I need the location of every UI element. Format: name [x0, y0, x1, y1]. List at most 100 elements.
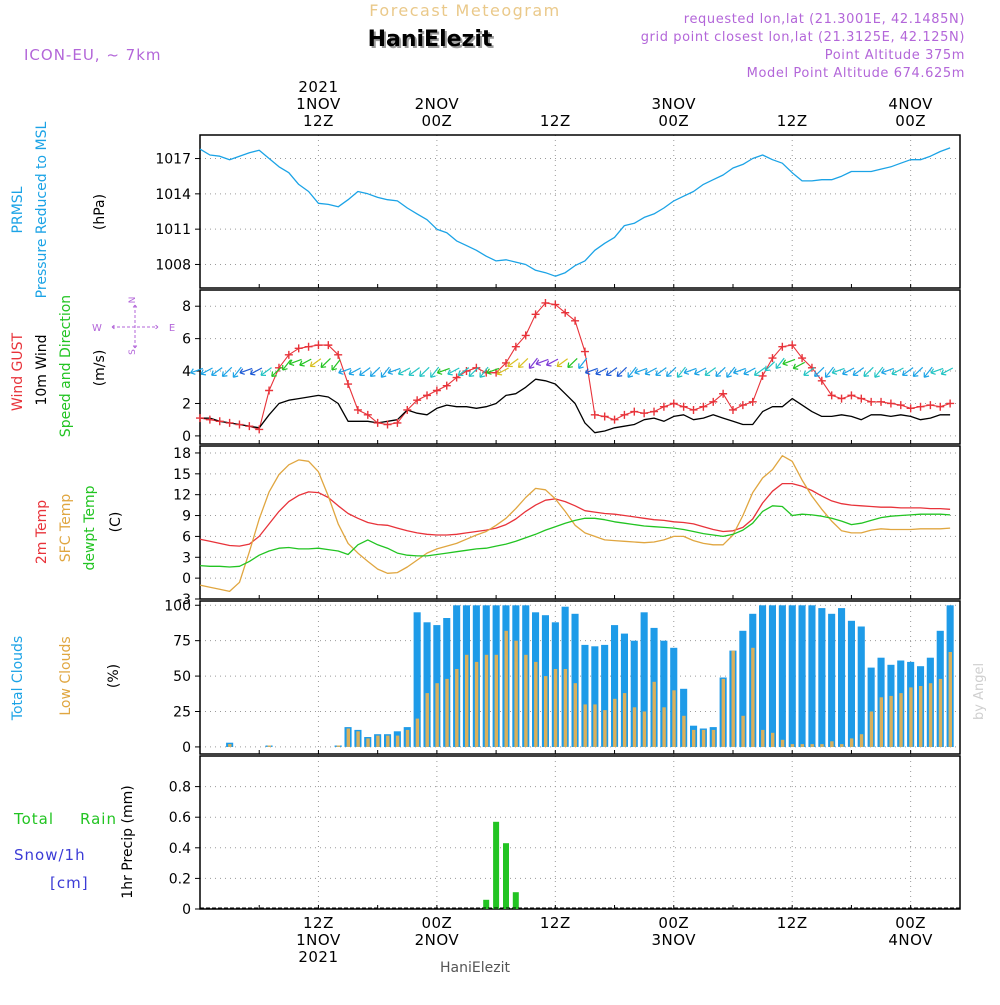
wind-direction-arrow — [260, 367, 272, 376]
wind-arrow-shaft — [486, 367, 500, 374]
wind-arrow-shaft — [458, 367, 470, 376]
gust-marker — [728, 405, 737, 414]
gust-marker — [432, 386, 441, 395]
temp-label-unit: (C) — [108, 512, 124, 533]
wind-arrow-shaft — [754, 367, 766, 376]
y-tick-label: 8 — [182, 299, 191, 315]
wind-arrow-head — [309, 361, 316, 368]
wind-arrow-head — [486, 368, 492, 375]
wind-arrow-shaft — [211, 367, 223, 376]
wind-direction-arrow — [792, 361, 806, 370]
panel-frame — [199, 134, 961, 289]
bottom-time-label: 2021 — [298, 948, 338, 966]
wind-arrow-shaft — [803, 367, 815, 376]
gust-marker — [620, 410, 629, 419]
wind-arrow-shaft — [232, 366, 242, 378]
wind-direction-arrow — [634, 367, 648, 375]
wind-arrow-head — [743, 369, 749, 376]
rain-bar — [512, 892, 519, 909]
gust-marker — [936, 402, 945, 411]
bottom-time-label: 12Z — [540, 914, 571, 932]
wind-direction-arrow — [369, 366, 381, 377]
total-cloud-bar — [630, 640, 638, 747]
wind-direction-arrow — [803, 367, 815, 376]
low-cloud-bar — [553, 669, 558, 747]
y-tick-label: 12 — [173, 488, 191, 504]
watermark: by Angel — [972, 663, 987, 720]
wind-arrow-head — [605, 370, 612, 376]
gust-marker — [413, 396, 422, 405]
low-cloud-bar — [474, 661, 479, 747]
low-cloud-bar — [919, 686, 923, 747]
total-cloud-bar — [640, 612, 648, 747]
wind-arrow-shaft — [677, 366, 686, 378]
bottom-time-label: 12Z — [777, 914, 808, 932]
wind-arrow-shaft — [190, 367, 204, 374]
compass-ns-arrow — [131, 304, 139, 349]
low-cloud-bar — [741, 715, 745, 747]
y-tick-label: 18 — [173, 446, 191, 462]
wind-direction-arrow — [644, 367, 657, 376]
wind-arrow-head — [419, 371, 425, 377]
wind-arrow-head — [239, 368, 245, 375]
wind-arrow-shaft — [200, 367, 213, 375]
wind-direction-arrow — [288, 358, 302, 366]
wind-label-gust: Wind GUST — [10, 332, 26, 411]
gust-marker — [314, 341, 323, 350]
wind-arrow-shaft — [338, 367, 352, 374]
wind-direction-arrow — [814, 366, 825, 377]
gust-marker — [571, 316, 580, 325]
wind-direction-arrow — [863, 366, 874, 377]
wind-arrow-head — [891, 369, 897, 376]
wind-direction-arrow — [940, 367, 954, 376]
bottom-time-label: 00Z — [658, 914, 689, 932]
wind-direction-arrow — [732, 367, 746, 375]
wind-arrow-head — [232, 372, 239, 378]
wind-arrow-shaft — [437, 367, 450, 374]
gust-marker — [580, 347, 589, 356]
top-time-label: 2NOV — [415, 95, 460, 113]
wind-arrow-shaft — [666, 366, 677, 377]
footer-location: HaniElezit — [440, 960, 510, 976]
wind-direction-arrow — [901, 367, 914, 376]
gust-marker — [689, 405, 698, 414]
wind-arrow-shaft — [398, 367, 411, 375]
compass-e: E — [169, 323, 175, 334]
wind-arrow-head — [578, 363, 584, 369]
low-cloud-bar — [830, 741, 834, 747]
gust-marker — [906, 404, 915, 413]
compass-n: N — [128, 297, 138, 304]
wind-direction-arrow — [753, 367, 766, 376]
wind-direction-arrow — [249, 367, 263, 376]
wind-direction-arrow — [447, 367, 460, 376]
low-cloud-bar — [780, 739, 785, 747]
wind-arrow-shaft — [320, 358, 331, 368]
wind-arrow-head — [348, 369, 355, 376]
total-cloud-bar — [778, 605, 786, 747]
wind-arrow-shaft — [694, 367, 707, 375]
wind-direction-arrow — [676, 366, 686, 378]
wind-arrow-head — [271, 371, 277, 377]
wind-arrow-head — [496, 369, 503, 376]
wind-direction-arrow — [190, 367, 204, 375]
wind-direction-arrow — [930, 367, 944, 375]
low-cloud-bar — [909, 687, 913, 747]
cloud-label-total: Total Clouds — [10, 636, 26, 721]
point-altitude: Point Altitude 375m — [825, 48, 965, 63]
low-cloud-bar — [751, 647, 755, 747]
total-cloud-bar — [739, 630, 747, 747]
wind-direction-arrow — [665, 366, 677, 377]
wind-direction-arrow — [584, 367, 598, 375]
low-cloud-bar — [544, 676, 548, 747]
gust-marker — [284, 350, 293, 359]
gust-marker — [225, 418, 234, 427]
wind-arrow-shaft — [528, 357, 538, 369]
wind-arrow-shaft — [299, 358, 312, 366]
panel-precip: 0 0.2 0.4 0.6 0.8 — [169, 755, 961, 918]
top-time-label: 00Z — [658, 112, 689, 130]
wind-direction-arrow — [430, 366, 440, 378]
wind-arrow-shaft — [726, 366, 736, 378]
top-time-label: 3NOV — [651, 95, 696, 113]
y-tick-label: 75 — [173, 634, 191, 650]
bottom-time-label: 3NOV — [651, 931, 696, 949]
